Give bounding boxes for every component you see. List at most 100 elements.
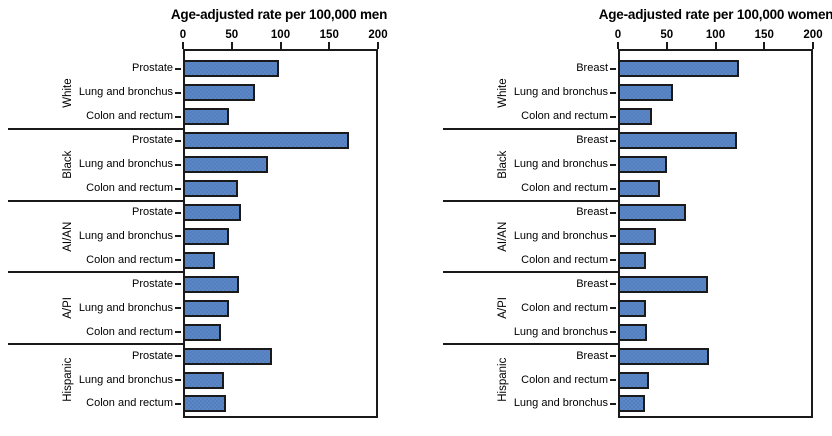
y-tick-mark xyxy=(175,91,181,94)
bar-label: Breast xyxy=(576,62,608,75)
y-tick-mark xyxy=(610,259,616,262)
group-label-white: White xyxy=(62,78,74,108)
bar-a-pi-breast xyxy=(618,275,708,293)
x-tick-label: 0 xyxy=(614,29,622,41)
bar-hispanic-lung-and-bronchus xyxy=(618,395,645,413)
x-tick-label: 200 xyxy=(368,29,388,41)
bar-a-pi-lung-and-bronchus xyxy=(618,323,647,341)
chart-women: Age-adjusted rate per 100,000 women 0 50 1… xyxy=(416,0,832,436)
bar-hispanic-lung-and-bronchus xyxy=(183,371,224,389)
bar-label: Prostate xyxy=(132,62,173,75)
chart-men-title: Age-adjusted rate per 100,000 men xyxy=(170,7,388,22)
bar-ai-an-colon-and-rectum xyxy=(183,251,215,269)
bar-label: Breast xyxy=(576,349,608,362)
group-label-a-pi: A/PI xyxy=(497,297,509,320)
y-tick-mark xyxy=(175,67,181,70)
chart-men: Age-adjusted rate per 100,000 men 0 50 100… xyxy=(8,7,388,418)
bar-white-prostate xyxy=(183,60,279,78)
bar-hispanic-breast xyxy=(618,347,709,365)
group-label-hispanic: Hispanic xyxy=(62,358,74,403)
x-tick-label: 200 xyxy=(803,29,823,41)
bar-ai-an-colon-and-rectum xyxy=(618,251,646,269)
bar-label: Lung and bronchus xyxy=(78,373,173,386)
bar-label: Breast xyxy=(576,134,608,147)
bar-ai-an-prostate xyxy=(183,204,241,222)
y-tick-mark xyxy=(175,115,181,118)
x-tick-label: 150 xyxy=(754,29,774,41)
bar-label: Prostate xyxy=(132,134,173,147)
bar-label: Colon and rectum xyxy=(521,373,608,386)
y-tick-mark xyxy=(175,259,181,262)
y-tick-mark xyxy=(610,355,616,358)
bar-ai-an-lung-and-bronchus xyxy=(183,227,229,245)
bar-label: Breast xyxy=(576,206,608,219)
y-tick-mark xyxy=(610,307,616,310)
bar-a-pi-colon-and-rectum xyxy=(618,299,646,317)
y-tick-mark xyxy=(175,139,181,142)
bar-label: Prostate xyxy=(132,206,173,219)
group-separator xyxy=(443,343,618,346)
y-tick-mark xyxy=(175,187,181,190)
x-tick-mark xyxy=(812,42,814,49)
x-tick-mark xyxy=(763,42,766,49)
bar-label: Lung and bronchus xyxy=(78,158,173,171)
bar-label: Colon and rectum xyxy=(86,110,173,123)
x-tick-mark xyxy=(377,42,379,49)
x-tick-label: 50 xyxy=(660,29,674,41)
y-tick-mark xyxy=(610,163,616,166)
bar-hispanic-prostate xyxy=(183,347,272,365)
y-tick-mark xyxy=(175,211,181,214)
bar-label: Colon and rectum xyxy=(86,253,173,266)
bar-label: Lung and bronchus xyxy=(513,325,608,338)
y-tick-mark xyxy=(175,307,181,310)
group-label-ai-an: AI/AN xyxy=(497,221,509,252)
bar-label: Colon and rectum xyxy=(86,182,173,195)
x-tick-mark xyxy=(714,42,717,49)
x-tick-mark xyxy=(182,42,184,49)
bar-label: Lung and bronchus xyxy=(78,86,173,99)
bar-a-pi-lung-and-bronchus xyxy=(183,299,229,317)
group-separator xyxy=(443,127,618,130)
x-tick-mark xyxy=(328,42,331,49)
group-label-a-pi: A/PI xyxy=(62,297,74,320)
group-separator xyxy=(443,271,618,274)
y-tick-mark xyxy=(610,235,616,238)
x-tick-mark xyxy=(279,42,282,49)
bar-white-colon-and-rectum xyxy=(183,108,229,126)
bar-label: Lung and bronchus xyxy=(513,86,608,99)
bar-label: Prostate xyxy=(132,277,173,290)
x-tick-label: 0 xyxy=(179,29,187,41)
x-tick-mark xyxy=(617,42,619,49)
bar-white-lung-and-bronchus xyxy=(618,84,673,102)
bar-label: Colon and rectum xyxy=(521,253,608,266)
y-tick-mark xyxy=(175,331,181,334)
y-tick-mark xyxy=(175,283,181,286)
y-tick-mark xyxy=(610,139,616,142)
y-tick-mark xyxy=(610,91,616,94)
y-tick-mark xyxy=(610,379,616,382)
bar-ai-an-breast xyxy=(618,204,686,222)
y-tick-mark xyxy=(175,355,181,358)
group-separator xyxy=(443,199,618,202)
x-tick-label: 50 xyxy=(225,29,239,41)
bar-white-breast xyxy=(618,60,739,78)
y-tick-mark xyxy=(175,379,181,382)
x-tick-label: 100 xyxy=(270,29,291,41)
x-tick-label: 150 xyxy=(319,29,339,41)
bar-label: Lung and bronchus xyxy=(513,229,608,242)
group-label-black: Black xyxy=(62,150,74,179)
x-tick-mark xyxy=(230,42,233,49)
bar-label: Lung and bronchus xyxy=(513,158,608,171)
group-label-white: White xyxy=(497,78,509,108)
bar-black-colon-and-rectum xyxy=(618,180,660,198)
chart-women-title: Age-adjusted rate per 100,000 women xyxy=(598,7,832,22)
group-separator xyxy=(8,199,183,202)
y-tick-mark xyxy=(610,283,616,286)
x-tick-label: 100 xyxy=(705,29,726,41)
bar-black-lung-and-bronchus xyxy=(183,156,268,174)
bar-label: Colon and rectum xyxy=(86,397,173,410)
y-tick-mark xyxy=(610,211,616,214)
group-label-ai-an: AI/AN xyxy=(62,221,74,252)
bar-white-colon-and-rectum xyxy=(618,108,652,126)
y-tick-mark xyxy=(610,67,616,70)
